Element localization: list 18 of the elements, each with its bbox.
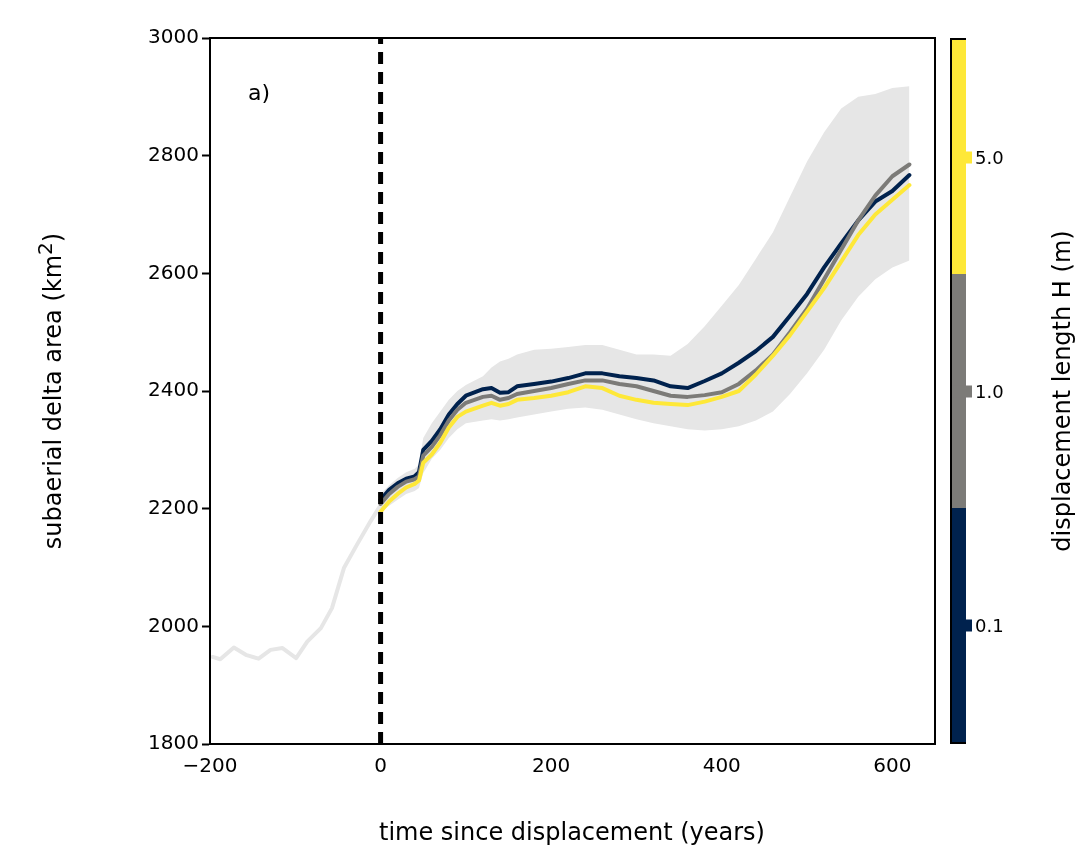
legend-label: 5.0 [974, 146, 1004, 168]
x-tick-label: 600 [873, 753, 912, 778]
y-tick-label: 3000 [148, 24, 199, 49]
y-tick-label: 2400 [148, 377, 199, 402]
legend-label: 0.1 [974, 614, 1004, 636]
x-tick-label: 200 [532, 753, 571, 778]
legend-title: displacement length H (m) [1048, 230, 1076, 552]
x-tick-label: −200 [182, 753, 238, 778]
annotation: a) [248, 79, 271, 105]
x-tick-label: 400 [702, 753, 741, 778]
y-tick-label: 2200 [148, 494, 199, 519]
x-tick-label: 0 [374, 753, 387, 778]
y-tick-label: 2600 [148, 259, 199, 284]
legend-label: 1.0 [974, 380, 1004, 402]
y-tick-label: 1800 [148, 730, 199, 755]
y-tick-label: 2000 [148, 612, 199, 637]
x-axis-title: time since displacement (years) [379, 818, 765, 846]
y-tick-label: 2800 [148, 141, 199, 166]
